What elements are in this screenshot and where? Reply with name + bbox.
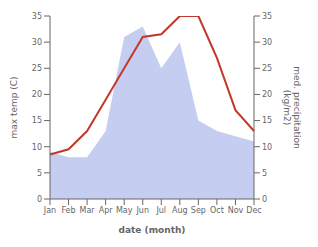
svg-text:5: 5: [262, 169, 267, 178]
svg-text:20: 20: [262, 90, 272, 99]
svg-text:Dec: Dec: [246, 206, 261, 215]
svg-text:15: 15: [262, 116, 272, 125]
svg-text:5: 5: [37, 169, 42, 178]
svg-text:10: 10: [32, 143, 42, 152]
svg-text:Mar: Mar: [80, 206, 96, 215]
svg-text:0: 0: [37, 195, 42, 204]
svg-text:15: 15: [32, 116, 42, 125]
svg-text:0: 0: [262, 195, 267, 204]
svg-text:Sep: Sep: [191, 206, 206, 215]
svg-text:25: 25: [32, 64, 42, 73]
svg-text:max temp (C): max temp (C): [9, 76, 19, 138]
svg-text:10: 10: [262, 143, 272, 152]
svg-text:May: May: [116, 206, 133, 215]
svg-text:Oct: Oct: [210, 206, 224, 215]
svg-text:30: 30: [32, 38, 42, 47]
svg-text:Feb: Feb: [61, 206, 75, 215]
svg-text:med. precipitation(kg/m2): med. precipitation(kg/m2): [282, 66, 302, 148]
svg-text:25: 25: [262, 64, 272, 73]
svg-text:35: 35: [32, 12, 42, 21]
svg-text:30: 30: [262, 38, 272, 47]
svg-text:Jul: Jul: [155, 206, 166, 215]
svg-text:Apr: Apr: [99, 206, 114, 215]
svg-text:Nov: Nov: [228, 206, 244, 215]
svg-text:Aug: Aug: [172, 206, 188, 215]
svg-text:Jan: Jan: [43, 206, 56, 215]
svg-text:35: 35: [262, 12, 272, 21]
svg-text:date (month): date (month): [119, 225, 186, 235]
svg-text:20: 20: [32, 90, 42, 99]
svg-text:Jun: Jun: [135, 206, 149, 215]
